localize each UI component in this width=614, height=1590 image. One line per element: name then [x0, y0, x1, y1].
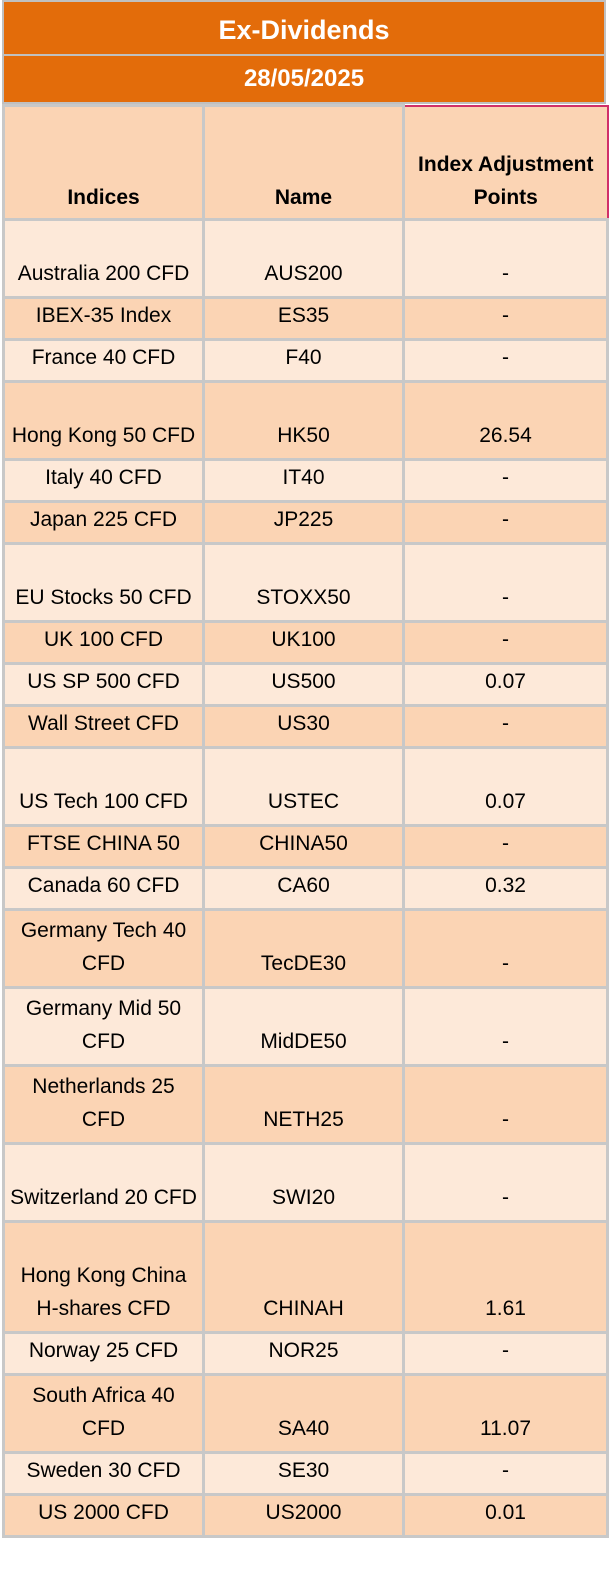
table-row: EU Stocks 50 CFD STOXX50-: [2, 542, 609, 623]
table-row: Hong Kong 50 CFD HK50 26.54: [2, 380, 609, 461]
cell-name: MidDE50: [202, 986, 405, 1067]
cell-name: STOXX50: [202, 542, 405, 623]
cell-adjustment-points: -: [402, 1064, 609, 1145]
cell-index: South Africa 40 CFD: [2, 1373, 205, 1454]
cell-index: Hong Kong China H-shares CFD: [2, 1220, 205, 1334]
table-row: Australia 200 CFD AUS200-: [2, 218, 609, 299]
cell-adjustment-points: -: [402, 986, 609, 1067]
cell-name: HK50: [202, 380, 405, 461]
table-row: FTSE CHINA 50 CHINA50-: [2, 824, 609, 869]
table-row: US 2000 CFD US2000 0.01: [2, 1493, 609, 1538]
cell-index: Norway 25 CFD: [2, 1331, 205, 1376]
cell-name: CHINAH: [202, 1220, 405, 1334]
cell-adjustment-points: -: [402, 218, 609, 299]
table-row: Norway 25 CFD NOR25-: [2, 1331, 609, 1376]
table-row: Japan 225 CFD JP225-: [2, 500, 609, 545]
table-row: Sweden 30 CFD SE30-: [2, 1451, 609, 1496]
cell-index: Italy 40 CFD: [2, 458, 205, 503]
table-header-row: Indices Name Index Adjustment Points: [2, 104, 609, 221]
cell-index: US SP 500 CFD: [2, 662, 205, 707]
table-row: Netherlands 25 CFD NETH25-: [2, 1064, 609, 1145]
cell-index: Germany Mid 50 CFD: [2, 986, 205, 1067]
cell-adjustment-points: 26.54: [402, 380, 609, 461]
cell-name: F40: [202, 338, 405, 383]
cell-adjustment-points: 0.07: [402, 746, 609, 827]
cell-adjustment-points: -: [402, 338, 609, 383]
cell-adjustment-points: -: [402, 824, 609, 869]
cell-name: ES35: [202, 296, 405, 341]
cell-adjustment-points: -: [402, 296, 609, 341]
header-name: Name: [202, 104, 405, 221]
cell-index: EU Stocks 50 CFD: [2, 542, 205, 623]
cell-name: US500: [202, 662, 405, 707]
table-row: UK 100 CFD UK100-: [2, 620, 609, 665]
ex-dividends-table-container: Ex-Dividends 28/05/2025 Indices Name Ind…: [2, 0, 609, 1538]
cell-adjustment-points: -: [402, 620, 609, 665]
table-row: Hong Kong China H-shares CFD CHINAH 1.61: [2, 1220, 609, 1334]
table-row: Germany Tech 40 CFD TecDE30-: [2, 908, 609, 989]
table-row: US Tech 100 CFD USTEC 0.07: [2, 746, 609, 827]
table-row: Italy 40 CFD IT40-: [2, 458, 609, 503]
cell-adjustment-points: -: [402, 500, 609, 545]
date-banner: 28/05/2025: [2, 56, 606, 104]
cell-index: FTSE CHINA 50: [2, 824, 205, 869]
cell-name: NETH25: [202, 1064, 405, 1145]
cell-index: IBEX-35 Index: [2, 296, 205, 341]
cell-adjustment-points: -: [402, 908, 609, 989]
cell-index: Canada 60 CFD: [2, 866, 205, 911]
cell-index: US Tech 100 CFD: [2, 746, 205, 827]
cell-adjustment-points: 11.07: [402, 1373, 609, 1454]
cell-index: US 2000 CFD: [2, 1493, 205, 1538]
cell-name: NOR25: [202, 1331, 405, 1376]
cell-adjustment-points: 1.61: [402, 1220, 609, 1334]
cell-name: UK100: [202, 620, 405, 665]
table-row: IBEX-35 Index ES35-: [2, 296, 609, 341]
cell-name: IT40: [202, 458, 405, 503]
cell-index: Japan 225 CFD: [2, 500, 205, 545]
ex-dividends-table: Indices Name Index Adjustment Points Aus…: [2, 104, 609, 1538]
cell-adjustment-points: 0.32: [402, 866, 609, 911]
cell-adjustment-points: 0.01: [402, 1493, 609, 1538]
table-row: Switzerland 20 CFD SWI20-: [2, 1142, 609, 1223]
table-row: South Africa 40 CFD SA40 11.07: [2, 1373, 609, 1454]
cell-name: USTEC: [202, 746, 405, 827]
cell-adjustment-points: -: [402, 1142, 609, 1223]
cell-name: US2000: [202, 1493, 405, 1538]
cell-name: CHINA50: [202, 824, 405, 869]
cell-name: US30: [202, 704, 405, 749]
cell-name: JP225: [202, 500, 405, 545]
header-indices: Indices: [2, 104, 205, 221]
cell-index: Switzerland 20 CFD: [2, 1142, 205, 1223]
table-row: US SP 500 CFD US500 0.07: [2, 662, 609, 707]
cell-index: France 40 CFD: [2, 338, 205, 383]
cell-name: TecDE30: [202, 908, 405, 989]
table-row: France 40 CFD F40-: [2, 338, 609, 383]
page-title: Ex-Dividends: [2, 0, 606, 56]
table-row: Germany Mid 50 CFD MidDE50-: [2, 986, 609, 1067]
cell-adjustment-points: 0.07: [402, 662, 609, 707]
cell-adjustment-points: -: [402, 1451, 609, 1496]
cell-index: UK 100 CFD: [2, 620, 205, 665]
cell-name: SWI20: [202, 1142, 405, 1223]
cell-name: CA60: [202, 866, 405, 911]
cell-name: SA40: [202, 1373, 405, 1454]
table-row: Canada 60 CFD CA60 0.32: [2, 866, 609, 911]
header-adjustment-points: Index Adjustment Points: [402, 104, 609, 221]
table-row: Wall Street CFD US30-: [2, 704, 609, 749]
cell-index: Netherlands 25 CFD: [2, 1064, 205, 1145]
cell-adjustment-points: -: [402, 1331, 609, 1376]
cell-adjustment-points: -: [402, 704, 609, 749]
cell-name: AUS200: [202, 218, 405, 299]
cell-index: Wall Street CFD: [2, 704, 205, 749]
cell-index: Germany Tech 40 CFD: [2, 908, 205, 989]
cell-index: Hong Kong 50 CFD: [2, 380, 205, 461]
cell-adjustment-points: -: [402, 458, 609, 503]
cell-adjustment-points: -: [402, 542, 609, 623]
cell-name: SE30: [202, 1451, 405, 1496]
cell-index: Australia 200 CFD: [2, 218, 205, 299]
cell-index: Sweden 30 CFD: [2, 1451, 205, 1496]
